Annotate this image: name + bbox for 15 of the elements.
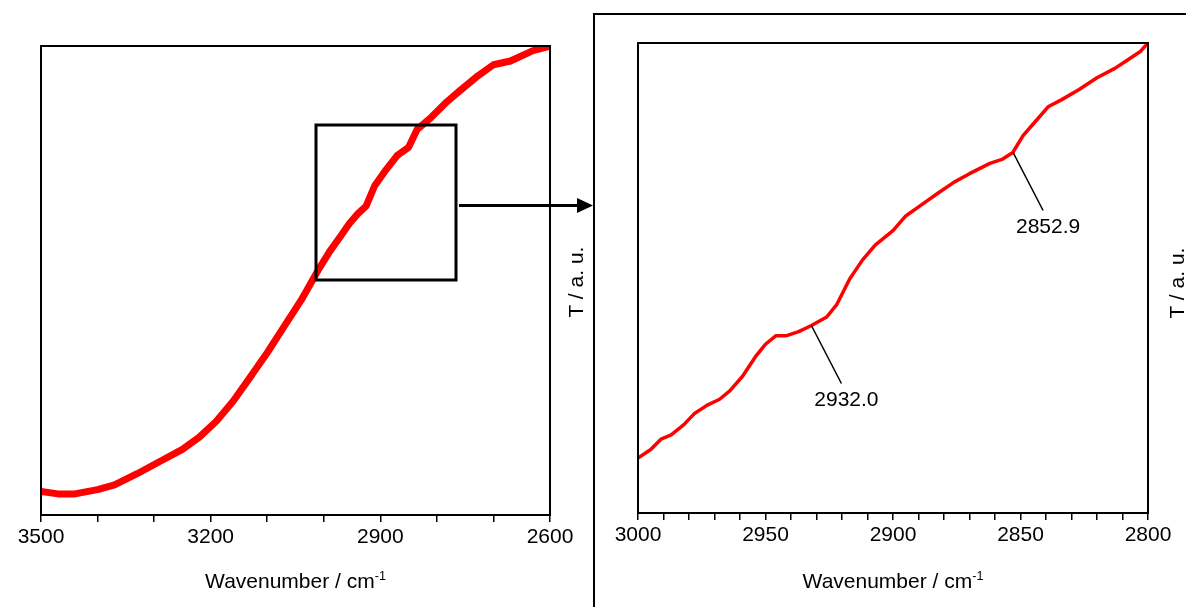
x-tick-label: 2900 — [869, 522, 917, 546]
x-tick-label: 3000 — [614, 522, 662, 546]
x-axis-title: Wavenumber / cm$^{-1}$ — [802, 569, 984, 593]
x-tick-label: 2900 — [356, 524, 404, 548]
x-tick-label: 2600 — [526, 524, 574, 548]
y-axis-title: T / a. u. — [1165, 247, 1186, 319]
x-tick-label: 2850 — [997, 522, 1044, 546]
annotation: 2852.9 — [1015, 213, 1081, 237]
annotation: 2932.0 — [814, 386, 879, 410]
y-axis-title: T / a. u. — [564, 246, 588, 318]
x-axis-title: Wavenumber / cm$^{-1}$ — [205, 569, 386, 593]
x-tick-label: 3200 — [187, 524, 235, 548]
x-tick-label: 3500 — [17, 524, 65, 548]
x-tick-label: 2950 — [742, 522, 789, 546]
x-tick-label: 2800 — [1124, 522, 1172, 546]
